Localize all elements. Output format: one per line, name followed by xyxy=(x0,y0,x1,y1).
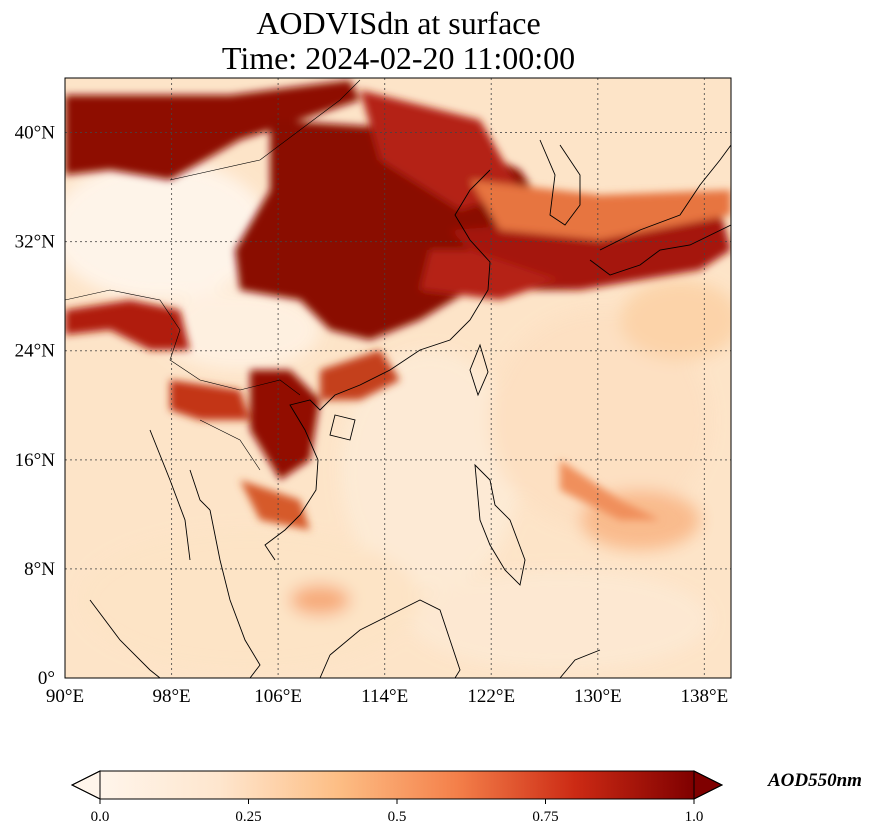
map-title-line1: AODVISdn at surface xyxy=(256,5,541,41)
colorbar-tick-label: 0.5 xyxy=(388,809,407,825)
lat-tick-label: 32°N xyxy=(15,232,56,253)
lat-tick-label: 8°N xyxy=(24,559,55,580)
colorbar-gradient xyxy=(100,771,694,799)
lon-tick-label: 106°E xyxy=(254,686,302,707)
colorbar-tick-label: 0.75 xyxy=(532,809,558,825)
gridlines xyxy=(65,78,731,678)
map-frame xyxy=(64,77,732,679)
lon-tick-label: 122°E xyxy=(467,686,515,707)
lat-tick-label: 40°N xyxy=(15,123,56,144)
aod-field xyxy=(65,78,731,678)
lat-tick-label: 0° xyxy=(38,668,55,689)
colorbar-tick-label: 0.25 xyxy=(235,809,261,825)
colorbar-max-extend xyxy=(693,770,724,800)
lat-tick-labels: 0° 8°N 16°N 24°N 32°N 40°N xyxy=(15,123,56,689)
coastlines xyxy=(65,79,731,678)
lon-tick-label: 130°E xyxy=(574,686,622,707)
lon-tick-labels: 90°E 98°E 106°E 114°E 122°E 130°E 138°E xyxy=(46,686,728,707)
colorbar: 0.0 0.25 0.5 0.75 1.0 xyxy=(70,770,724,825)
colorbar-label: AOD550nm xyxy=(768,770,862,791)
colorbar-tick-label: 1.0 xyxy=(685,809,704,825)
lat-tick-label: 24°N xyxy=(15,341,56,362)
lon-tick-label: 138°E xyxy=(681,686,729,707)
map-title-line2: Time: 2024-02-20 11:00:00 xyxy=(221,40,576,76)
colorbar-min-extend xyxy=(70,770,101,800)
lat-tick-label: 16°N xyxy=(15,450,56,471)
lon-tick-label: 114°E xyxy=(361,686,408,707)
lon-tick-label: 90°E xyxy=(46,686,84,707)
lon-tick-label: 98°E xyxy=(152,686,190,707)
colorbar-tick-label: 0.0 xyxy=(91,809,110,825)
